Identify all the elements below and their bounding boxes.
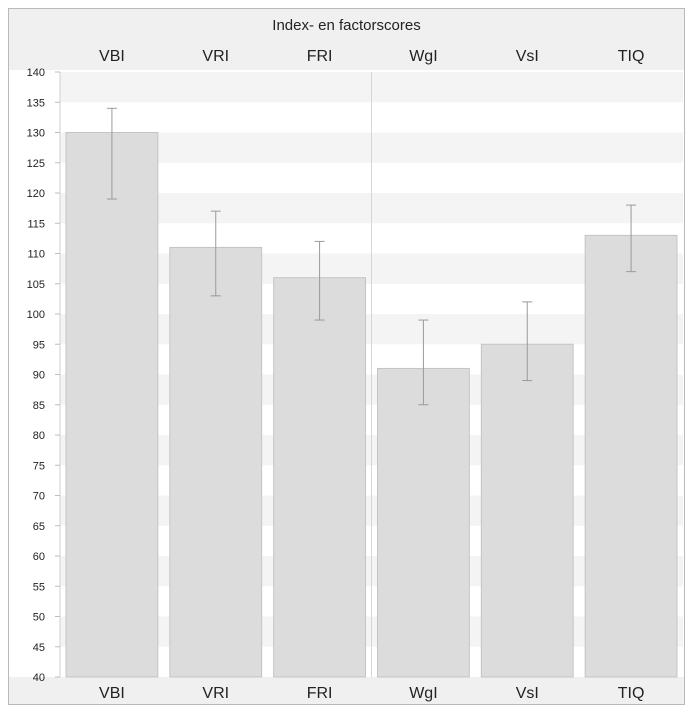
bottom-label-vsi: VsI — [516, 685, 539, 702]
top-label-vbi: VBI — [99, 48, 125, 65]
bar-fri — [273, 277, 366, 678]
bottom-label-wgi: WgI — [409, 685, 437, 702]
bottom-label-vbi: VBI — [99, 685, 125, 702]
y-tick-label: 130 — [27, 128, 45, 140]
error-bars — [106, 107, 637, 406]
y-tick-label: 80 — [33, 430, 45, 442]
error-bar-tiq — [626, 204, 637, 273]
y-tick-label: 90 — [33, 370, 45, 382]
y-tick-label: 40 — [33, 672, 45, 684]
bar-vri — [169, 246, 263, 678]
y-tick-label: 140 — [27, 67, 45, 79]
top-label-fri: FRI — [307, 48, 333, 65]
top-label-tiq: TIQ — [618, 48, 645, 65]
bar-vbi — [65, 132, 159, 678]
y-tick-label: 60 — [33, 551, 45, 563]
y-tick-label: 45 — [33, 642, 45, 654]
plot-frame — [8, 8, 685, 705]
y-axis-ticks: 40 45 50 55 60 65 70 75 80 85 90 95 100 105 110 115 120 1… — [27, 67, 60, 684]
y-tick-label: 105 — [27, 279, 45, 291]
top-label-vsi: VsI — [516, 48, 539, 65]
y-tick-label: 120 — [27, 188, 45, 200]
bars — [65, 132, 678, 678]
y-tick-label: 70 — [33, 491, 45, 503]
error-bar-fri — [314, 240, 325, 321]
y-tick-label: 50 — [33, 612, 45, 624]
bottom-category-labels: VBI VRI FRI WgI VsI TIQ — [99, 685, 644, 702]
y-tick-label: 135 — [27, 97, 45, 109]
bottom-label-tiq: TIQ — [618, 685, 645, 702]
header-background — [8, 8, 685, 70]
bar-vsi — [480, 343, 574, 678]
error-bar-vbi — [106, 107, 117, 200]
top-label-vri: VRI — [202, 48, 229, 65]
error-bar-vsi — [522, 301, 533, 382]
footer-background — [8, 677, 685, 705]
bar-wgi — [377, 367, 470, 678]
chart-title: Index- en factorscores — [272, 17, 420, 34]
y-tick-label: 95 — [33, 339, 45, 351]
error-bar-wgi — [418, 319, 429, 406]
top-label-wgi: WgI — [409, 48, 437, 65]
y-tick-label: 110 — [27, 249, 45, 261]
y-tick-label: 55 — [33, 581, 45, 593]
y-tick-label: 100 — [27, 309, 45, 321]
bar-tiq — [584, 234, 678, 678]
error-bar-vri — [210, 210, 221, 297]
y-tick-label: 85 — [33, 400, 45, 412]
y-tick-label: 75 — [33, 460, 45, 472]
top-category-labels: VBI VRI FRI WgI VsI TIQ — [99, 48, 644, 65]
y-tick-label: 65 — [33, 521, 45, 533]
bottom-label-fri: FRI — [307, 685, 333, 702]
y-tick-label: 115 — [27, 218, 45, 230]
bottom-label-vri: VRI — [202, 685, 229, 702]
y-tick-label: 125 — [27, 158, 45, 170]
